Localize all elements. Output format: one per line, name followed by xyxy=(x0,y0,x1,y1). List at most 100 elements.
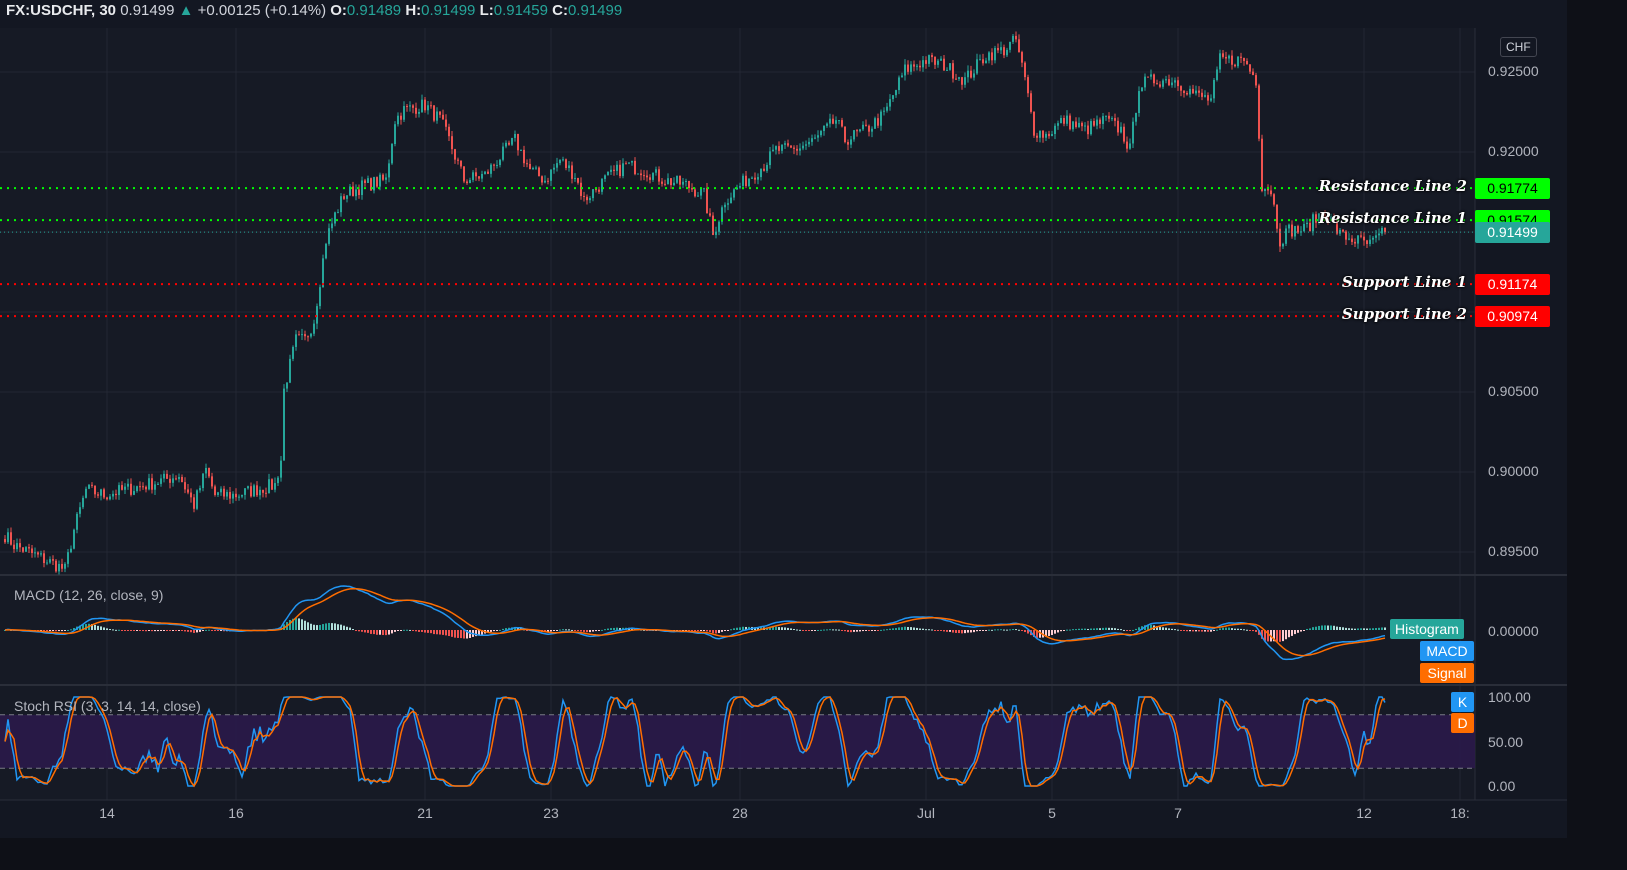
histogram-bar xyxy=(964,630,966,634)
candle-body xyxy=(619,164,621,177)
histogram-bar xyxy=(1288,630,1290,638)
candle-body xyxy=(1132,121,1134,144)
close-label: C: xyxy=(552,2,568,19)
histogram-bar xyxy=(40,630,42,631)
candle-body xyxy=(751,177,753,179)
histogram-bar xyxy=(1162,627,1164,630)
histogram-bar xyxy=(694,630,696,632)
histogram-bar xyxy=(517,627,519,630)
candle-body xyxy=(403,106,405,120)
level-label[interactable]: Resistance Line 2 xyxy=(1318,177,1467,196)
candle-body xyxy=(103,489,105,498)
histogram-bar xyxy=(142,630,144,632)
candle-body xyxy=(469,179,471,184)
histogram-bar xyxy=(379,630,381,635)
candle-body xyxy=(187,489,189,493)
candle-body xyxy=(1249,64,1251,72)
histogram-bar xyxy=(1300,630,1302,632)
histogram-bar xyxy=(1234,628,1236,630)
candle-body xyxy=(358,189,360,195)
histogram-bar xyxy=(1048,630,1050,636)
candle-body xyxy=(589,198,591,201)
price-tick-label: 0.92500 xyxy=(1488,63,1539,79)
candle-body xyxy=(22,547,24,552)
high-label: H: xyxy=(405,2,422,19)
candle-body xyxy=(610,169,612,172)
histogram-bar xyxy=(805,630,807,631)
candle-body xyxy=(124,486,126,490)
candle-body xyxy=(1078,122,1080,128)
candle-body xyxy=(16,543,18,550)
candle-body xyxy=(412,105,414,108)
histogram-bar xyxy=(976,630,978,632)
histogram-bar xyxy=(1006,629,1008,631)
candle-body xyxy=(673,182,675,186)
candle-body xyxy=(856,130,858,132)
macd-title[interactable]: MACD (12, 26, close, 9) xyxy=(14,587,164,603)
candle-body xyxy=(658,169,660,182)
candle-body xyxy=(787,143,789,146)
candle-body xyxy=(364,180,366,183)
candle-body xyxy=(607,171,609,176)
histogram-bar xyxy=(847,630,849,632)
candle-body xyxy=(373,177,375,191)
candle-body xyxy=(616,164,618,171)
histogram-bar xyxy=(991,629,993,631)
histogram-bar xyxy=(610,628,612,630)
candle-body xyxy=(676,175,678,183)
candle-body xyxy=(772,149,774,152)
histogram-bar xyxy=(1135,628,1137,630)
stoch-rsi-title[interactable]: Stoch RSI (3, 3, 14, 14, close) xyxy=(14,698,201,714)
candle-body xyxy=(295,334,297,347)
histogram-bar xyxy=(946,630,948,632)
histogram-bar xyxy=(1120,629,1122,631)
currency-button[interactable]: CHF xyxy=(1500,37,1537,57)
histogram-bar xyxy=(550,630,552,632)
candle-body xyxy=(769,151,771,166)
histogram-bar xyxy=(1066,629,1068,631)
candle-body xyxy=(223,488,225,497)
histogram-bar xyxy=(1126,630,1128,631)
histogram-bar xyxy=(1315,626,1317,630)
histogram-bar xyxy=(787,627,789,630)
candle-body xyxy=(1027,77,1029,94)
histogram-bar xyxy=(151,630,153,632)
histogram-bar xyxy=(97,625,99,630)
histogram-bar xyxy=(646,630,648,631)
histogram-bar xyxy=(334,623,336,630)
histogram-bar xyxy=(1012,629,1014,631)
histogram-bar xyxy=(409,629,411,631)
stoch-tick: 50.00 xyxy=(1488,734,1524,750)
macd-line xyxy=(4,585,1386,661)
candle-body xyxy=(790,145,792,148)
histogram-bar xyxy=(1033,630,1035,637)
candle-body xyxy=(1360,235,1362,237)
histogram-bar xyxy=(1291,630,1293,636)
symbol-name[interactable]: FX:USDCHF, 30 xyxy=(6,2,117,19)
level-label[interactable]: Support Line 1 xyxy=(1341,273,1467,292)
histogram-bar xyxy=(70,629,72,631)
histogram-bar xyxy=(1318,625,1320,630)
candle-body xyxy=(814,137,816,139)
price-tag: 0.90974 xyxy=(1475,306,1550,328)
histogram-bar xyxy=(1237,628,1239,630)
histogram-bar xyxy=(58,630,60,632)
level-label[interactable]: Resistance Line 1 xyxy=(1318,209,1467,228)
histogram-bar xyxy=(1171,628,1173,630)
candle-body xyxy=(409,105,411,107)
histogram-bar xyxy=(481,630,483,635)
candle-body xyxy=(1168,79,1170,86)
candle-body xyxy=(352,186,354,197)
level-label[interactable]: Support Line 2 xyxy=(1341,305,1467,324)
candle-body xyxy=(349,186,351,196)
histogram-bar xyxy=(1093,628,1095,630)
candle-body xyxy=(196,490,198,509)
candle-body xyxy=(1000,47,1002,51)
candle-body xyxy=(541,176,543,183)
histogram-bar xyxy=(943,630,945,632)
histogram-bar xyxy=(553,630,555,631)
candle-body xyxy=(1201,92,1203,97)
histogram-bar xyxy=(1039,630,1041,638)
candle-body xyxy=(1231,55,1233,65)
